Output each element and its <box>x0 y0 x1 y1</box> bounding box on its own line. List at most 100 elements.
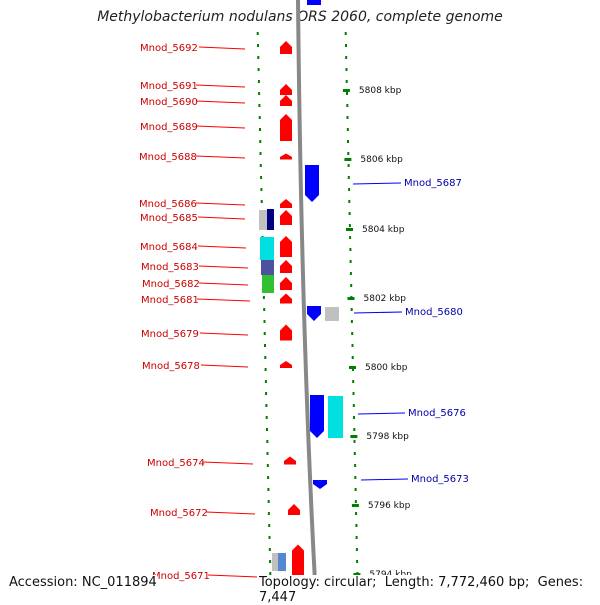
navy-feature <box>267 209 274 230</box>
left-guide-dot-38 <box>267 488 270 491</box>
forward-gene-arrow <box>280 199 292 208</box>
forward-gene-label: Mnod_5692 <box>140 43 198 54</box>
forward-gene-leader <box>199 332 249 336</box>
left-guide-dot-30 <box>265 392 268 395</box>
right-guide-dot-17 <box>349 236 352 239</box>
genome-backbone <box>296 0 318 600</box>
forward-gene-arrow <box>284 456 296 465</box>
right-guide-dot-33 <box>353 428 356 431</box>
scale-tick-mark <box>342 89 350 92</box>
right-guide-dot-19 <box>349 260 352 263</box>
left-guide-dot-42 <box>268 536 271 539</box>
genes-value: 7,447 <box>259 590 297 605</box>
length-value: 7,772,460 bp <box>438 575 525 590</box>
right-guide-dot-24 <box>350 320 353 323</box>
reverse-gene-leader <box>352 182 402 185</box>
right-guide-dot-26 <box>351 344 354 347</box>
right-guide-dot-6 <box>346 104 349 107</box>
right-guide-dot-35 <box>353 452 356 455</box>
scale-tick-mark <box>347 297 355 300</box>
forward-gene-label: Mnod_5682 <box>142 279 200 290</box>
grey-feature <box>325 307 339 321</box>
right-guide-dot-40 <box>355 512 358 515</box>
forward-gene-arrow <box>280 84 292 95</box>
left-guide-dot-41 <box>268 524 271 527</box>
reverse-gene-arrow <box>310 395 324 438</box>
topology-label: Topology: <box>259 575 320 590</box>
forward-gene-arrow <box>280 293 292 304</box>
scale-tick-mark <box>353 573 361 576</box>
reverse-gene-leader <box>360 478 409 481</box>
forward-gene-arrow <box>280 95 292 106</box>
left-guide-dot-34 <box>266 440 269 443</box>
left-guide-dot-45 <box>269 572 272 575</box>
right-guide-dot-31 <box>352 404 355 407</box>
left-guide-dot-12 <box>260 176 263 179</box>
reverse-gene-label: Mnod_5673 <box>411 474 469 485</box>
right-guide-dot-5 <box>346 92 348 95</box>
right-guide-dot-32 <box>353 416 355 419</box>
forward-gene-label: Mnod_5689 <box>140 122 198 133</box>
forward-gene-leader <box>197 216 246 220</box>
right-guide-dot-30 <box>352 392 355 395</box>
right-guide-dot-7 <box>346 116 349 119</box>
right-guide-dot-14 <box>348 200 351 203</box>
left-guide-dot-28 <box>264 368 267 371</box>
scale-tick-label: 5804 kbp <box>362 225 405 235</box>
right-guide-dot-43 <box>355 548 358 551</box>
reverse-gene-leader <box>353 311 403 314</box>
forward-gene-label: Mnod_5686 <box>139 199 197 210</box>
reverse-gene-label: Mnod_5687 <box>404 178 462 189</box>
forward-gene-label: Mnod_5685 <box>140 213 198 224</box>
forward-gene-leader <box>202 461 254 465</box>
genes-label: Genes: <box>537 575 584 590</box>
forward-gene-leader <box>195 202 246 206</box>
forward-gene-arrow <box>288 504 300 515</box>
reverse-gene-label: Mnod_5676 <box>408 408 466 419</box>
topology-value: circular <box>323 575 373 590</box>
left-guide-dot-1 <box>257 44 259 47</box>
right-guide-dot-20 <box>349 272 352 275</box>
forward-gene-label: Mnod_5690 <box>140 97 198 108</box>
forward-gene-arrow <box>280 153 292 160</box>
scale-tick-label: 5806 kbp <box>360 155 403 165</box>
accession-value: NC_011894 <box>81 575 157 590</box>
scale-tick-mark <box>349 366 356 369</box>
left-guide-dot-3 <box>257 68 260 71</box>
forward-gene-arrow <box>280 41 292 54</box>
right-guide-dot-36 <box>354 464 357 467</box>
forward-gene-arrow <box>292 544 304 581</box>
cyan-feature <box>328 396 343 438</box>
forward-gene-leader <box>197 245 247 249</box>
scale-tick-mark <box>350 435 358 438</box>
reverse-gene-arrow <box>307 306 321 321</box>
right-guide-dot-42 <box>355 536 358 539</box>
left-guide-dot-6 <box>258 104 261 107</box>
forward-gene-arrow <box>280 277 292 290</box>
scale-tick-mark <box>346 228 353 231</box>
purple-feature <box>261 260 274 275</box>
forward-gene-leader <box>205 511 256 515</box>
right-guide-dot-10 <box>347 152 350 155</box>
left-guide-dot-7 <box>258 116 261 119</box>
left-guide-dot-0 <box>256 32 259 35</box>
forward-gene-label: Mnod_5674 <box>147 458 205 469</box>
reverse-gene-arrow <box>313 480 327 489</box>
left-guide-dot-35 <box>266 452 269 455</box>
reverse-gene-label: Mnod_5680 <box>405 307 463 318</box>
left-guide-dot-8 <box>259 128 261 131</box>
right-guide-dot-38 <box>354 488 357 491</box>
forward-gene-leader <box>195 84 246 88</box>
forward-gene-label: Mnod_5679 <box>141 329 199 340</box>
grey-feature <box>272 553 282 571</box>
right-guide-dot-9 <box>347 140 349 143</box>
right-guide-dot-39 <box>354 500 357 503</box>
left-guide-dot-43 <box>268 548 271 551</box>
left-guide-dot-25 <box>263 332 266 335</box>
forward-gene-label: Mnod_5683 <box>141 262 199 273</box>
reverse-gene-leader <box>357 412 406 415</box>
right-guide-dot-1 <box>345 44 347 47</box>
right-guide-dot-25 <box>351 332 354 335</box>
left-guide-dot-29 <box>264 380 267 383</box>
left-guide-dot-37 <box>267 476 270 479</box>
